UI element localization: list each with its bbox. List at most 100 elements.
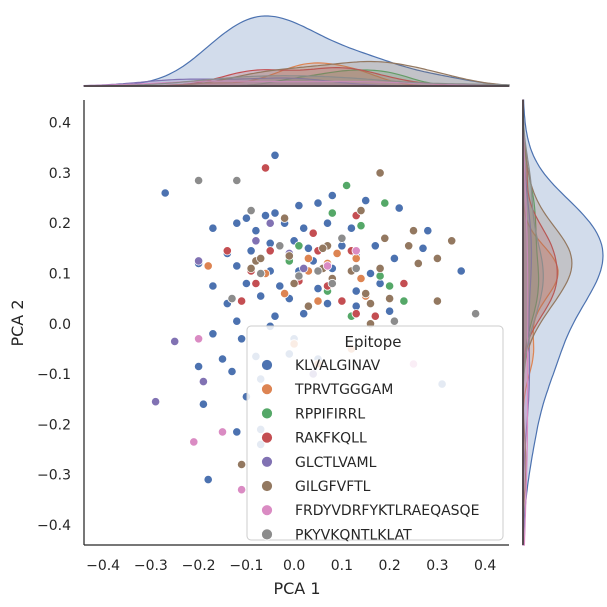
- y-tick-label: −0.1: [37, 367, 71, 383]
- scatter-point: [341, 180, 352, 191]
- y-tick-label: −0.4: [37, 518, 71, 534]
- scatter-point: [256, 253, 266, 263]
- scatter-point: [303, 301, 313, 311]
- scatter-point: [380, 233, 390, 243]
- legend-entry-label: TPRVTGGGAM: [294, 382, 393, 398]
- x-tick-labels: −0.4 −0.3 −0.2 −0.1 0.0 0.1 0.2 0.3 0.4: [86, 558, 496, 574]
- scatter-point: [322, 261, 333, 271]
- scatter-point: [189, 437, 199, 447]
- y-tick-label: 0.1: [49, 266, 71, 282]
- scatter-point: [194, 334, 204, 344]
- scatter-point: [241, 278, 251, 289]
- scatter-point: [322, 298, 333, 309]
- y-axis-label: PCA 2: [8, 299, 27, 346]
- scatter-point: [151, 397, 161, 407]
- scatter-point: [232, 316, 242, 326]
- legend-box: [246, 325, 504, 541]
- scatter-point: [232, 261, 242, 271]
- marginal-y-density-5: [522, 99, 573, 546]
- scatter-point: [418, 243, 428, 253]
- scatter-point: [299, 223, 309, 233]
- scatter-point: [246, 263, 256, 273]
- scatter-point: [251, 226, 261, 236]
- legend-marker: [261, 480, 273, 492]
- scatter-point: [423, 226, 433, 236]
- scatter-point: [208, 281, 218, 291]
- legend-marker: [261, 528, 273, 541]
- y-tick-label: −0.3: [37, 468, 71, 484]
- scatter-point: [313, 266, 323, 276]
- scatter-point: [227, 293, 237, 304]
- scatter-point: [170, 336, 180, 346]
- scatter-point: [279, 213, 290, 223]
- scatter-point: [365, 268, 376, 279]
- scatter-point: [275, 241, 285, 251]
- legend-entry-label: FRDYVDRFYKTLRAEQASQE: [295, 503, 479, 519]
- marginal-y-kde: [522, 99, 604, 546]
- scatter-point: [351, 286, 361, 296]
- scatter-point: [194, 175, 204, 186]
- scatter-point: [256, 268, 266, 279]
- scatter-point: [270, 150, 280, 160]
- scatter-point: [308, 228, 318, 238]
- scatter-point: [256, 291, 266, 301]
- scatter-point: [232, 218, 242, 228]
- scatter-point: [265, 246, 275, 256]
- scatter-point: [375, 263, 385, 273]
- scatter-point: [270, 311, 280, 321]
- x-tick-label: −0.1: [229, 558, 263, 574]
- y-tick-label: 0.0: [49, 317, 71, 333]
- scatter-point: [432, 253, 442, 263]
- scatter-point: [318, 243, 328, 253]
- scatter-point: [217, 427, 228, 437]
- scatter-point: [370, 241, 380, 251]
- scatter-point: [222, 246, 232, 256]
- scatter-point: [203, 474, 213, 485]
- scatter-point: [299, 309, 309, 319]
- scatter-point: [389, 253, 399, 263]
- scatter-point: [337, 233, 347, 243]
- legend-entry-label: GILGFVFTL: [295, 479, 371, 495]
- x-tick-label: 0.1: [331, 558, 353, 574]
- legend-marker: [261, 455, 273, 468]
- scatter-point: [351, 253, 361, 263]
- scatter-point: [413, 258, 423, 268]
- marginal-y-density-6: [522, 99, 529, 546]
- legend-marker: [261, 504, 273, 517]
- scatter-point: [384, 281, 395, 291]
- scatter-point: [208, 223, 218, 233]
- scatter-point: [237, 296, 247, 306]
- scatter-point: [265, 218, 275, 228]
- scatter-point: [160, 188, 170, 198]
- legend-entry-label: RPPIFIRRL: [295, 406, 365, 422]
- scatter-point: [303, 243, 313, 253]
- scatter-point: [432, 296, 442, 306]
- scatter-point: [227, 366, 237, 377]
- y-tick-label: 0.2: [49, 216, 71, 232]
- scatter-point: [351, 263, 361, 273]
- x-tick-label: −0.3: [134, 558, 168, 574]
- scatter-point: [246, 246, 256, 256]
- scatter-point: [380, 198, 390, 208]
- x-axis-label: PCA 1: [273, 579, 320, 598]
- scatter-point: [313, 283, 323, 294]
- scatter-point: [232, 427, 242, 437]
- marginal-x-kde: [83, 15, 510, 87]
- y-tick-label: 0.3: [49, 166, 71, 182]
- x-tick-label: −0.2: [182, 558, 216, 574]
- scatter-point: [399, 296, 409, 306]
- axes: [83, 85, 524, 546]
- scatter-point: [241, 213, 251, 223]
- scatter-point: [313, 296, 323, 306]
- x-tick-label: −0.4: [86, 558, 120, 574]
- legend-title: Epitope: [345, 333, 402, 351]
- scatter-point: [208, 329, 218, 339]
- scatter-point: [203, 261, 213, 271]
- scatter-point: [356, 273, 366, 284]
- scatter-point: [351, 309, 361, 319]
- scatter-point: [279, 288, 290, 299]
- scatter-point: [246, 206, 256, 216]
- x-tick-label: 0.0: [283, 558, 305, 574]
- scatter-point: [294, 271, 304, 281]
